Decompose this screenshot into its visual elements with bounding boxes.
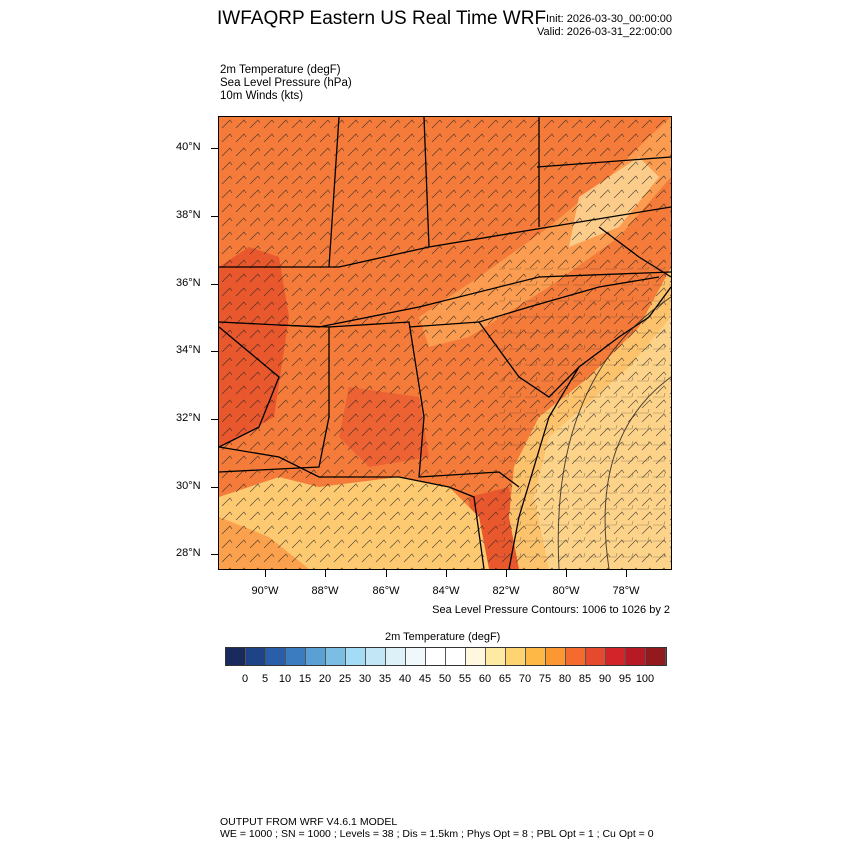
colorbar-swatch	[566, 648, 586, 665]
lat-label-38n: 38°N	[176, 209, 201, 221]
lon-label-82w: 82°W	[492, 585, 520, 597]
contour-note: Sea Level Pressure Contours: 1006 to 102…	[432, 604, 670, 616]
lat-tick	[211, 148, 218, 149]
colorbar-label: 85	[578, 673, 592, 685]
lat-tick	[211, 487, 218, 488]
colorbar-swatch	[626, 648, 646, 665]
colorbar-label: 20	[318, 673, 332, 685]
weather-map	[218, 116, 672, 570]
wind-barbs-ocean	[499, 267, 671, 569]
lat-label-30n: 30°N	[176, 480, 201, 492]
colorbar-swatch	[506, 648, 526, 665]
colorbar-label: 95	[618, 673, 632, 685]
colorbar-label: 90	[598, 673, 612, 685]
field-pressure: Sea Level Pressure (hPa)	[220, 77, 352, 89]
colorbar-swatch	[286, 648, 306, 665]
colorbar-label: 40	[398, 673, 412, 685]
colorbar-label: 100	[635, 673, 655, 685]
colorbar-label: 30	[358, 673, 372, 685]
state-boundaries	[218, 116, 672, 570]
colorbar-label: 55	[458, 673, 472, 685]
colorbar-label: 60	[478, 673, 492, 685]
field-temperature: 2m Temperature (degF)	[220, 64, 341, 76]
colorbar-label: 10	[278, 673, 292, 685]
valid-time: Valid: 2026-03-31_22:00:00	[537, 26, 672, 38]
lon-label-88w: 88°W	[311, 585, 339, 597]
lat-tick	[211, 419, 218, 420]
colorbar-label: 35	[378, 673, 392, 685]
lon-label-86w: 86°W	[372, 585, 400, 597]
field-list: 2m Temperature (degF) Sea Level Pressure…	[220, 64, 352, 103]
lon-tick	[626, 570, 627, 577]
init-time: Init: 2026-03-30_00:00:00	[546, 13, 672, 25]
colorbar	[225, 647, 667, 666]
colorbar-swatch	[526, 648, 546, 665]
colorbar-swatch	[306, 648, 326, 665]
lon-label-78w: 78°W	[612, 585, 640, 597]
lon-label-80w: 80°W	[552, 585, 580, 597]
colorbar-swatch	[446, 648, 466, 665]
lon-tick	[265, 570, 266, 577]
footer-model: OUTPUT FROM WRF V4.6.1 MODEL	[220, 816, 398, 828]
lon-tick	[325, 570, 326, 577]
colorbar-swatch	[646, 648, 666, 665]
footer: OUTPUT FROM WRF V4.6.1 MODEL WE = 1000 ;…	[220, 816, 654, 840]
colorbar-label: 70	[518, 673, 532, 685]
colorbar-label: 65	[498, 673, 512, 685]
lon-tick	[386, 570, 387, 577]
lat-tick	[211, 351, 218, 352]
lat-label-34n: 34°N	[176, 344, 201, 356]
time-info: Init: 2026-03-30_00:00:00 Valid: 2026-03…	[537, 13, 672, 39]
lat-tick	[211, 554, 218, 555]
footer-config: WE = 1000 ; SN = 1000 ; Levels = 38 ; Di…	[220, 828, 654, 840]
map-canvas	[218, 116, 672, 570]
colorbar-label: 50	[438, 673, 452, 685]
colorbar-swatch	[246, 648, 266, 665]
colorbar-label: 80	[558, 673, 572, 685]
lat-label-28n: 28°N	[176, 547, 201, 559]
colorbar-swatch	[226, 648, 246, 665]
plot-title: IWFAQRP Eastern US Real Time WRF	[217, 8, 547, 29]
colorbar-label: 45	[418, 673, 432, 685]
colorbar-swatch	[466, 648, 486, 665]
colorbar-label: 0	[241, 673, 249, 685]
lon-label-90w: 90°W	[251, 585, 279, 597]
lon-label-84w: 84°W	[432, 585, 460, 597]
pressure-contours	[557, 296, 672, 570]
lat-tick	[211, 284, 218, 285]
colorbar-label: 5	[261, 673, 269, 685]
colorbar-swatch	[606, 648, 626, 665]
colorbar-swatch	[586, 648, 606, 665]
colorbar-swatch	[386, 648, 406, 665]
colorbar-swatch	[546, 648, 566, 665]
colorbar-label: 25	[338, 673, 352, 685]
lat-label-36n: 36°N	[176, 277, 201, 289]
lon-tick	[506, 570, 507, 577]
colorbar-swatch	[346, 648, 366, 665]
lat-tick	[211, 216, 218, 217]
field-winds: 10m Winds (kts)	[220, 90, 304, 102]
colorbar-swatch	[366, 648, 386, 665]
colorbar-label: 15	[298, 673, 312, 685]
lon-tick	[566, 570, 567, 577]
lon-tick	[446, 570, 447, 577]
colorbar-title: 2m Temperature (degF)	[385, 631, 501, 643]
colorbar-swatch	[486, 648, 506, 665]
lat-label-32n: 32°N	[176, 412, 201, 424]
colorbar-swatch	[326, 648, 346, 665]
lat-label-40n: 40°N	[176, 141, 201, 153]
colorbar-label: 75	[538, 673, 552, 685]
colorbar-swatch	[266, 648, 286, 665]
colorbar-swatch	[426, 648, 446, 665]
colorbar-swatch	[406, 648, 426, 665]
